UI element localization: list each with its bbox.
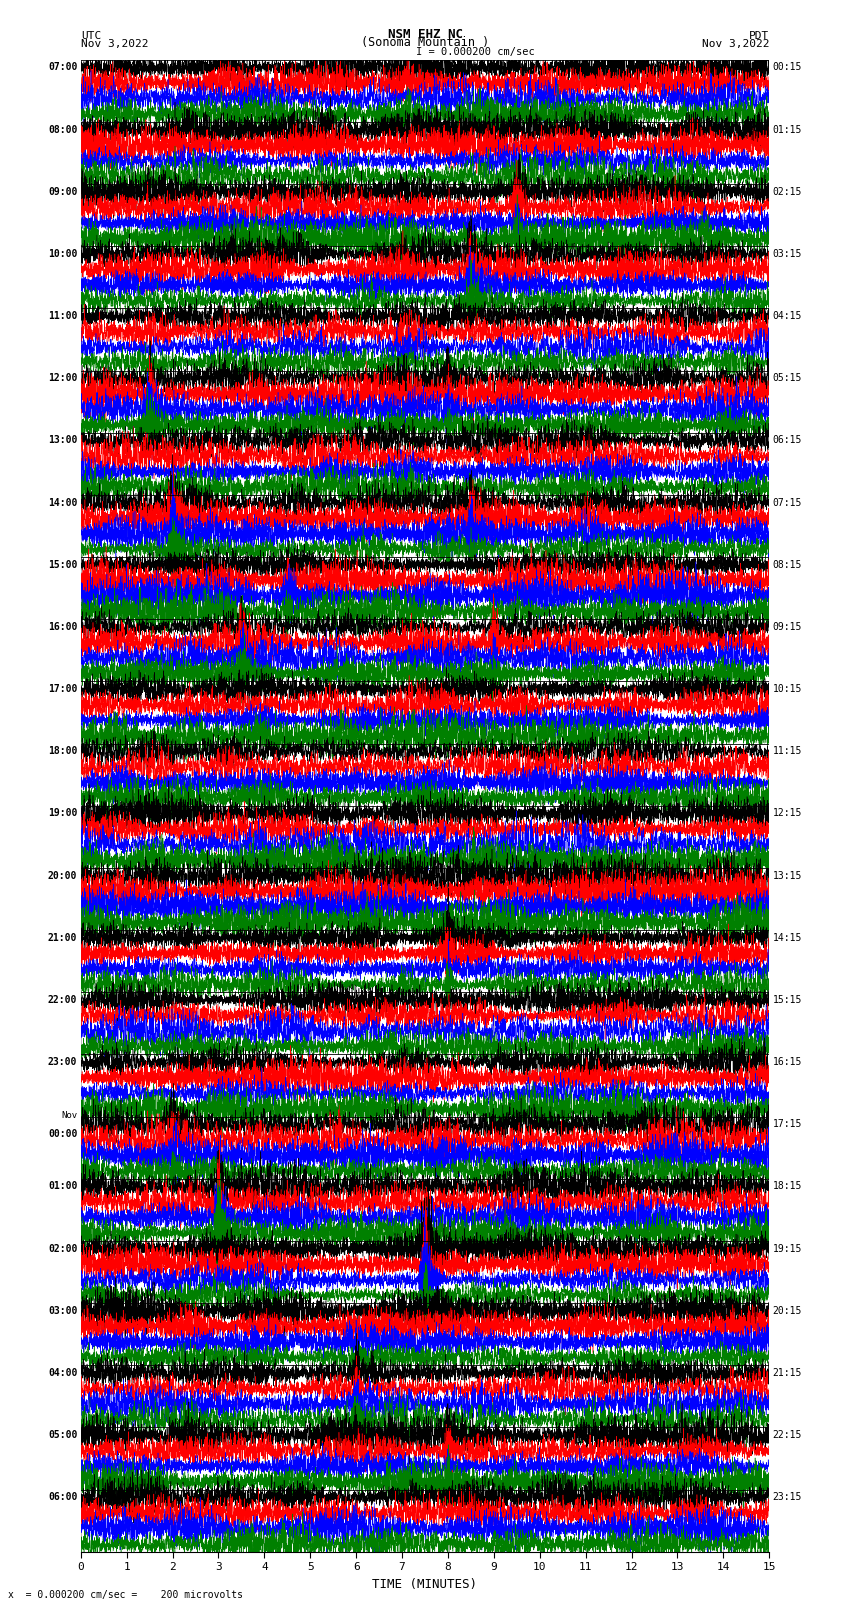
Text: 05:15: 05:15 [773,373,802,384]
Text: 08:00: 08:00 [48,124,77,134]
Text: 18:15: 18:15 [773,1181,802,1192]
Text: NSM EHZ NC: NSM EHZ NC [388,27,462,40]
Text: 07:15: 07:15 [773,498,802,508]
Text: Nov 3,2022: Nov 3,2022 [81,39,148,50]
Text: 16:00: 16:00 [48,623,77,632]
Text: 11:00: 11:00 [48,311,77,321]
Text: 05:00: 05:00 [48,1431,77,1440]
Text: 10:00: 10:00 [48,248,77,260]
Text: 19:15: 19:15 [773,1244,802,1253]
Text: 02:15: 02:15 [773,187,802,197]
Text: Nov: Nov [61,1111,77,1119]
Text: 07:00: 07:00 [48,63,77,73]
Text: 12:15: 12:15 [773,808,802,818]
Text: 08:15: 08:15 [773,560,802,569]
Text: 20:00: 20:00 [48,871,77,881]
Text: (Sonoma Mountain ): (Sonoma Mountain ) [361,35,489,50]
Text: 00:00: 00:00 [48,1129,77,1139]
Text: UTC: UTC [81,31,101,40]
Text: 22:00: 22:00 [48,995,77,1005]
Text: 04:15: 04:15 [773,311,802,321]
Text: 00:15: 00:15 [773,63,802,73]
Text: 17:00: 17:00 [48,684,77,694]
Text: 06:15: 06:15 [773,436,802,445]
Text: 23:00: 23:00 [48,1057,77,1068]
Text: 09:15: 09:15 [773,623,802,632]
Text: 13:15: 13:15 [773,871,802,881]
Text: 19:00: 19:00 [48,808,77,818]
Text: 14:00: 14:00 [48,498,77,508]
Text: 22:15: 22:15 [773,1431,802,1440]
Text: 09:00: 09:00 [48,187,77,197]
Text: 04:00: 04:00 [48,1368,77,1378]
Text: 17:15: 17:15 [773,1119,802,1129]
Text: 10:15: 10:15 [773,684,802,694]
Text: 15:00: 15:00 [48,560,77,569]
Text: 01:00: 01:00 [48,1181,77,1192]
Text: 06:00: 06:00 [48,1492,77,1502]
Text: Nov 3,2022: Nov 3,2022 [702,39,769,50]
Text: 15:15: 15:15 [773,995,802,1005]
Text: 20:15: 20:15 [773,1307,802,1316]
Text: PDT: PDT [749,31,769,40]
Text: 14:15: 14:15 [773,932,802,944]
Text: 12:00: 12:00 [48,373,77,384]
Text: 23:15: 23:15 [773,1492,802,1502]
Text: 01:15: 01:15 [773,124,802,134]
Text: 21:15: 21:15 [773,1368,802,1378]
Text: 13:00: 13:00 [48,436,77,445]
Text: 18:00: 18:00 [48,747,77,756]
Text: x  = 0.000200 cm/sec =    200 microvolts: x = 0.000200 cm/sec = 200 microvolts [8,1590,243,1600]
Text: 11:15: 11:15 [773,747,802,756]
Text: I = 0.000200 cm/sec: I = 0.000200 cm/sec [416,47,536,58]
X-axis label: TIME (MINUTES): TIME (MINUTES) [372,1578,478,1590]
Text: 03:15: 03:15 [773,248,802,260]
Text: 02:00: 02:00 [48,1244,77,1253]
Text: 21:00: 21:00 [48,932,77,944]
Text: 03:00: 03:00 [48,1307,77,1316]
Text: 16:15: 16:15 [773,1057,802,1068]
